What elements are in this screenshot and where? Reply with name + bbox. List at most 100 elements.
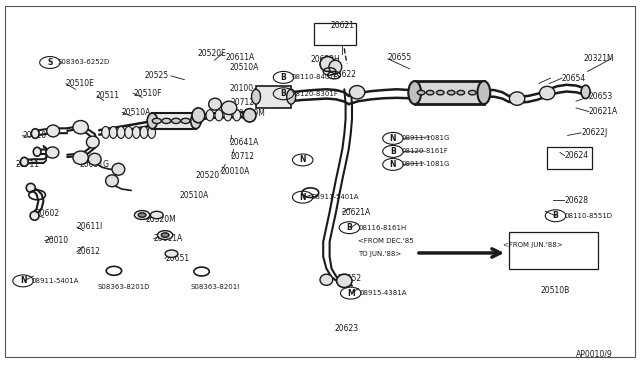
Text: 20510E: 20510E — [65, 79, 94, 88]
Text: 20712: 20712 — [230, 152, 254, 161]
Text: 20622J: 20622J — [581, 128, 607, 137]
Text: 20651G: 20651G — [80, 160, 110, 169]
Text: 20623: 20623 — [334, 324, 358, 333]
Ellipse shape — [33, 147, 41, 156]
Circle shape — [157, 231, 173, 240]
Text: 20624: 20624 — [564, 151, 589, 160]
Ellipse shape — [243, 109, 256, 122]
Ellipse shape — [106, 175, 118, 187]
Text: 20611I: 20611I — [77, 222, 103, 231]
Ellipse shape — [88, 153, 101, 165]
Text: 20655: 20655 — [387, 53, 412, 62]
Bar — [547, 147, 592, 169]
Ellipse shape — [30, 211, 39, 220]
Text: 20510F: 20510F — [133, 89, 162, 97]
Text: 20651: 20651 — [165, 254, 189, 263]
Ellipse shape — [109, 126, 117, 138]
Text: B: B — [281, 73, 286, 82]
Ellipse shape — [224, 110, 232, 121]
Ellipse shape — [132, 126, 140, 138]
Text: 20520: 20520 — [195, 171, 220, 180]
Text: 20602: 20602 — [35, 209, 60, 218]
Text: N: N — [300, 155, 306, 164]
Circle shape — [150, 211, 163, 219]
Ellipse shape — [477, 81, 490, 104]
Text: 20641A: 20641A — [229, 138, 259, 147]
Text: 20010: 20010 — [45, 236, 69, 245]
Circle shape — [134, 211, 150, 219]
Ellipse shape — [73, 121, 88, 134]
Ellipse shape — [20, 157, 28, 166]
Text: 08120-8161F: 08120-8161F — [402, 148, 449, 154]
Ellipse shape — [408, 81, 421, 104]
Circle shape — [161, 233, 169, 237]
Ellipse shape — [140, 126, 148, 138]
Text: 20628: 20628 — [564, 196, 589, 205]
Ellipse shape — [102, 126, 109, 138]
Text: 08120-8301F: 08120-8301F — [292, 91, 339, 97]
Ellipse shape — [221, 101, 237, 115]
Text: 20711: 20711 — [16, 160, 40, 169]
Text: 20100: 20100 — [230, 84, 254, 93]
Text: N: N — [390, 160, 396, 169]
Text: 20653: 20653 — [589, 92, 613, 101]
Bar — [415, 81, 484, 104]
Ellipse shape — [125, 126, 132, 138]
Text: 20659M: 20659M — [235, 109, 266, 118]
Text: 20510: 20510 — [22, 131, 47, 140]
Ellipse shape — [320, 57, 335, 71]
Ellipse shape — [337, 274, 352, 288]
Text: 20622: 20622 — [333, 70, 357, 79]
Text: <FROM JUN.'88>: <FROM JUN.'88> — [502, 242, 563, 248]
Circle shape — [181, 118, 190, 124]
Ellipse shape — [287, 89, 296, 104]
Text: S: S — [47, 58, 52, 67]
Bar — [509, 232, 598, 269]
Text: N: N — [300, 193, 306, 202]
Circle shape — [468, 90, 476, 95]
Circle shape — [172, 118, 180, 124]
Text: 08911-1081G: 08911-1081G — [402, 161, 451, 167]
Text: 20511: 20511 — [96, 92, 120, 100]
Text: B: B — [281, 89, 286, 98]
Circle shape — [152, 118, 161, 124]
Text: <FROM DEC.'85: <FROM DEC.'85 — [358, 238, 414, 244]
Text: 08911-1081G: 08911-1081G — [402, 135, 451, 141]
Text: 20321M: 20321M — [584, 54, 614, 63]
Text: S08363-6252D: S08363-6252D — [58, 60, 110, 65]
Text: 08116-8161H: 08116-8161H — [358, 225, 406, 231]
Bar — [256, 86, 291, 108]
Ellipse shape — [349, 86, 365, 99]
Ellipse shape — [47, 125, 60, 137]
Circle shape — [447, 90, 455, 95]
Bar — [152, 113, 196, 129]
Text: 20621A: 20621A — [341, 208, 371, 217]
Text: M: M — [347, 289, 355, 298]
Ellipse shape — [117, 126, 125, 138]
Text: 20510B: 20510B — [541, 286, 570, 295]
Text: 20612: 20612 — [77, 247, 101, 256]
Text: 20622H: 20622H — [310, 55, 340, 64]
Circle shape — [165, 250, 178, 257]
Circle shape — [138, 213, 146, 217]
Ellipse shape — [320, 274, 333, 285]
Ellipse shape — [197, 110, 205, 121]
Text: N: N — [20, 276, 26, 285]
Ellipse shape — [86, 136, 99, 148]
Circle shape — [457, 90, 465, 95]
Ellipse shape — [252, 89, 260, 104]
Ellipse shape — [26, 183, 35, 192]
Ellipse shape — [192, 108, 205, 123]
Ellipse shape — [73, 151, 88, 164]
Text: B: B — [347, 223, 352, 232]
Text: 20621: 20621 — [330, 21, 355, 30]
Circle shape — [162, 118, 171, 124]
Text: 08110-8551D: 08110-8551D — [564, 213, 612, 219]
Ellipse shape — [31, 129, 39, 138]
Text: 08911-5401A: 08911-5401A — [312, 194, 359, 200]
Circle shape — [417, 90, 425, 95]
Text: 08911-5401A: 08911-5401A — [32, 278, 79, 284]
Ellipse shape — [329, 60, 342, 74]
Ellipse shape — [112, 163, 125, 175]
Text: 08110-8401D: 08110-8401D — [292, 74, 340, 80]
